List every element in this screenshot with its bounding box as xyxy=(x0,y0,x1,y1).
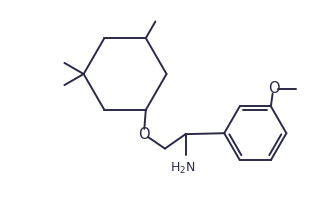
Text: O: O xyxy=(138,127,150,142)
Text: O: O xyxy=(268,81,280,96)
Text: H$_2$N: H$_2$N xyxy=(170,161,196,176)
